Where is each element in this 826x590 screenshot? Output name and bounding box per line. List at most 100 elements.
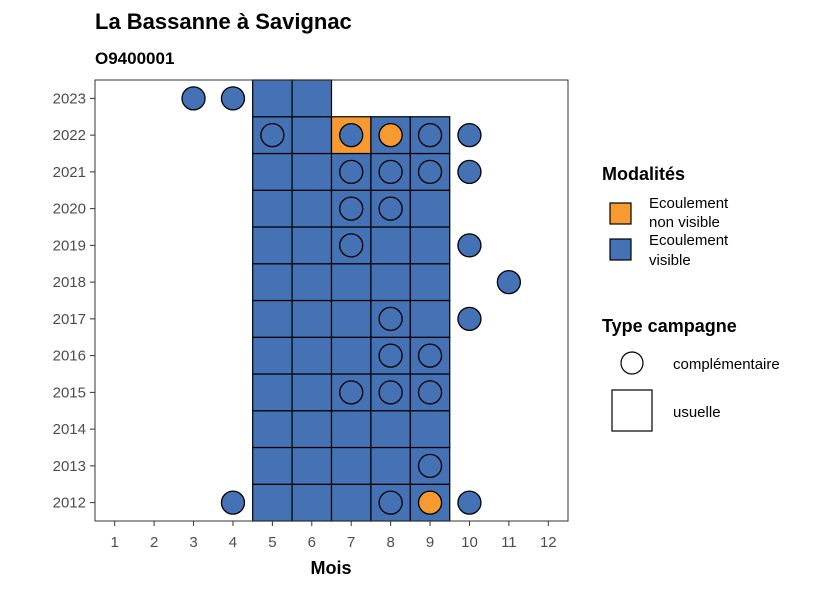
legend-modalites-title: Modalités	[602, 164, 685, 184]
complementaire-point	[417, 380, 443, 405]
usuelle-tile	[409, 299, 451, 338]
y-tick-label: 2019	[53, 237, 86, 254]
usuelle-tile	[252, 483, 293, 522]
x-axis: 1 2 3 4 5 6 7 8 9 10 11 12	[111, 521, 557, 551]
x-tick-label: 10	[461, 534, 478, 551]
complementaire-point	[378, 306, 403, 332]
complementaire-point	[339, 122, 364, 148]
x-tick-label: 3	[189, 534, 197, 551]
usuelle-tile	[291, 263, 333, 302]
usuelle-tile	[252, 410, 293, 449]
x-tick-label: 2	[150, 534, 158, 551]
complementaire-point	[181, 86, 206, 111]
usuelle-tile	[370, 410, 411, 449]
usuelle-tile	[291, 116, 333, 155]
x-tick-label: 7	[347, 534, 355, 551]
y-tick-label: 2018	[53, 274, 86, 291]
x-tick-label: 5	[268, 534, 276, 551]
y-tick-label: 2017	[53, 311, 86, 328]
usuelle-tile	[370, 263, 411, 302]
usuelle-tile	[409, 226, 451, 265]
usuelle-tile	[252, 226, 293, 265]
usuelle-tile	[409, 263, 451, 302]
complementaire-point	[378, 196, 403, 221]
complementaire-point	[378, 122, 403, 148]
complementaire-point	[220, 490, 246, 515]
chart-subtitle: O9400001	[95, 49, 174, 68]
complementaire-point	[457, 122, 482, 148]
usuelle-tile	[291, 373, 333, 412]
usuelle-tile	[252, 446, 293, 485]
complementaire-point	[339, 196, 364, 221]
complementaire-point	[457, 490, 482, 515]
complementaire-point	[339, 233, 364, 258]
legend-label-visible-line1: Ecoulement	[649, 232, 729, 249]
usuelle-tile	[291, 299, 333, 338]
usuelle-tile	[330, 299, 372, 338]
usuelle-tile	[252, 299, 293, 338]
y-tick-label: 2015	[53, 384, 86, 401]
y-tick-label: 2020	[53, 201, 86, 218]
usuelle-tile	[252, 79, 293, 118]
y-tick-label: 2013	[53, 458, 86, 475]
legend-key-circle-icon	[620, 351, 644, 375]
complementaire-point	[417, 122, 443, 148]
x-tick-label: 4	[229, 534, 237, 551]
usuelle-tile	[370, 446, 411, 485]
usuelle-tile	[291, 446, 333, 485]
usuelle-tile	[370, 226, 411, 265]
plot-panel-border	[94, 79, 569, 522]
usuelle-tile	[330, 483, 372, 522]
complementaire-point	[457, 159, 482, 185]
usuelle-tile	[409, 189, 451, 228]
legend-label-visible-line2: visible	[649, 252, 691, 269]
complementaire-point	[378, 490, 403, 515]
complementaire-point	[417, 453, 443, 479]
complementaire-point	[378, 343, 403, 368]
legend-key-visible	[609, 238, 632, 261]
legend-label-complementaire: complémentaire	[673, 356, 780, 373]
complementaire-point	[339, 380, 364, 405]
usuelle-tile	[291, 79, 333, 118]
usuelle-tile	[252, 189, 293, 228]
x-tick-label: 9	[426, 534, 434, 551]
complementaire-point	[457, 233, 482, 258]
legend-key-non-visible	[609, 202, 632, 225]
complementaire-points	[181, 86, 522, 515]
chart-title: La Bassanne à Savignac	[95, 9, 352, 34]
x-axis-title: Mois	[310, 558, 351, 578]
y-tick-label: 2022	[53, 127, 86, 144]
complementaire-point	[378, 380, 403, 405]
y-tick-label: 2014	[53, 421, 86, 438]
complementaire-point	[457, 306, 482, 332]
usuelle-tile	[291, 226, 333, 265]
usuelle-tile	[330, 410, 372, 449]
complementaire-point	[378, 159, 403, 185]
usuelle-tile	[252, 263, 293, 302]
usuelle-tile	[291, 410, 333, 449]
y-axis: 2012 2013 2014 2015 2016 2017 2018 2019 2020 2021…	[53, 90, 95, 512]
usuelle-tile	[409, 410, 451, 449]
x-tick-label: 8	[386, 534, 394, 551]
y-tick-label: 2012	[53, 495, 86, 512]
legend: Modalités Ecoulement non visible Ecoulem…	[602, 164, 780, 432]
complementaire-point	[417, 490, 443, 515]
x-tick-label: 11	[501, 534, 517, 551]
legend-campagne-title: Type campagne	[602, 316, 737, 336]
usuelle-tiles	[252, 79, 451, 522]
x-tick-label: 6	[308, 534, 316, 551]
usuelle-tile	[409, 373, 451, 412]
usuelle-tile	[291, 336, 333, 375]
x-tick-label: 1	[111, 534, 119, 551]
y-tick-label: 2023	[53, 90, 86, 107]
y-tick-label: 2016	[53, 348, 86, 365]
legend-key-square-icon	[611, 389, 653, 432]
usuelle-tile	[330, 446, 372, 485]
usuelle-tile	[291, 189, 333, 228]
usuelle-tile	[291, 152, 333, 191]
usuelle-tile	[330, 336, 372, 375]
usuelle-tile	[252, 373, 293, 412]
usuelle-tile	[291, 483, 333, 522]
legend-label-usuelle: usuelle	[673, 404, 721, 421]
